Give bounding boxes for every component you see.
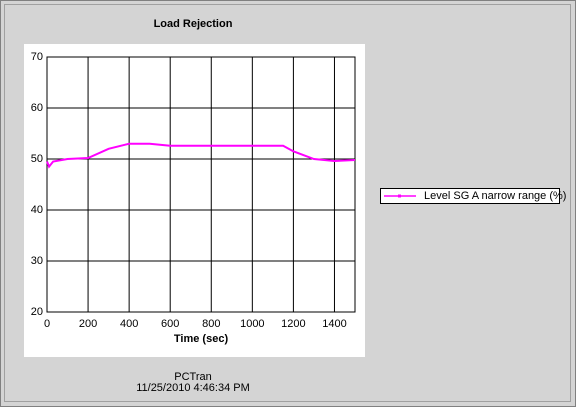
x-tick-label: 200 xyxy=(79,318,97,330)
y-tick-label: 50 xyxy=(31,153,43,165)
legend-label: Level SG A narrow range (%) xyxy=(424,190,566,202)
x-tick-label: 400 xyxy=(120,318,138,330)
x-tick-label: 600 xyxy=(161,318,179,330)
footer: PCTran xyxy=(174,371,212,383)
y-tick-label: 20 xyxy=(31,306,43,318)
y-tick-label: 70 xyxy=(31,51,43,63)
plot-panel xyxy=(24,44,365,357)
y-tick-label: 30 xyxy=(31,255,43,267)
x-tick-label: 800 xyxy=(202,318,220,330)
data-line xyxy=(46,142,356,169)
plot-frame xyxy=(46,56,356,313)
y-tick-label: 40 xyxy=(31,204,43,216)
x-tick-label: 1000 xyxy=(240,318,264,330)
inner-frame xyxy=(4,4,571,402)
footer: 11/25/2010 4:46:34 PM xyxy=(136,382,250,394)
legend xyxy=(380,188,560,204)
x-tick-label: 1200 xyxy=(281,318,305,330)
x-tick-label: 0 xyxy=(44,318,50,330)
legend-marker xyxy=(398,194,401,198)
x-tick-label: 1400 xyxy=(322,318,346,330)
x-axis-label: Time (sec) xyxy=(174,333,229,345)
chart-title: Load Rejection xyxy=(154,18,233,30)
y-tick-label: 60 xyxy=(31,102,43,114)
